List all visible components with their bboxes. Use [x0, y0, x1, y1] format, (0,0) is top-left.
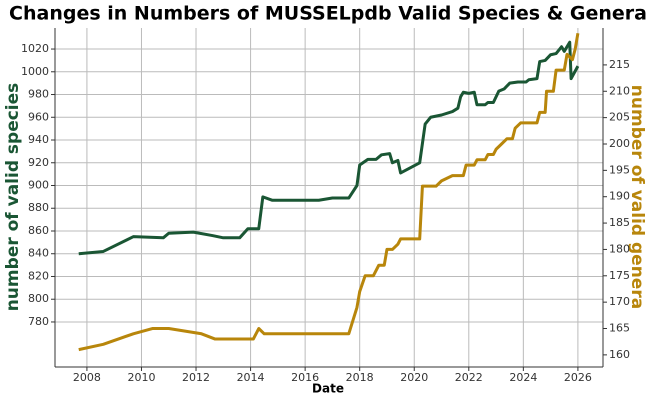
y-tick-label: 840 [28, 247, 49, 260]
y2-tick-label: 175 [609, 269, 630, 282]
x-tick-label: 2020 [400, 371, 428, 384]
x-tick-label: 2016 [291, 371, 319, 384]
y2-tick-label: 215 [609, 58, 630, 71]
y-tick-label: 860 [28, 224, 49, 237]
y2-tick-label: 195 [609, 163, 630, 176]
y2-tick-label: 180 [609, 242, 630, 255]
y-tick-label: 880 [28, 201, 49, 214]
y-tick-label: 1020 [21, 42, 49, 55]
y2-tick-label: 210 [609, 84, 630, 97]
x-tick-label: 2018 [346, 371, 374, 384]
data-line [78, 33, 580, 352]
x-tick-label: 2024 [509, 371, 537, 384]
y2-axis-label: number of valid genera [627, 85, 647, 309]
y-tick-label: 780 [28, 315, 49, 328]
y-tick-label: 820 [28, 269, 49, 282]
y-tick-label: 960 [28, 110, 49, 123]
y2-tick-label: 185 [609, 216, 630, 229]
y2-tick-label: 190 [609, 190, 630, 203]
chart-title: Changes in Numbers of MUSSELpdb Valid Sp… [9, 3, 647, 25]
x-tick-label: 2010 [127, 371, 155, 384]
y2-tick-label: 205 [609, 111, 630, 124]
x-tick-label: 2012 [182, 371, 210, 384]
y-tick-label: 920 [28, 156, 49, 169]
y-tick-label: 900 [28, 179, 49, 192]
y2-tick-label: 165 [609, 322, 630, 335]
y2-tick-label: 200 [609, 137, 630, 150]
y-tick-label: 980 [28, 88, 49, 101]
y2-tick-label: 170 [609, 295, 630, 308]
y-tick-label: 1000 [21, 65, 49, 78]
y-axis-label: number of valid species [3, 83, 23, 312]
x-axis-label: Date [312, 382, 344, 396]
y2-tick-label: 160 [609, 348, 630, 361]
data-line [78, 40, 580, 256]
y-tick-label: 940 [28, 133, 49, 146]
x-tick-label: 2008 [73, 371, 101, 384]
x-tick-label: 2014 [237, 371, 265, 384]
y-tick-label: 800 [28, 292, 49, 305]
x-tick-label: 2026 [564, 371, 592, 384]
x-tick-label: 2022 [455, 371, 483, 384]
